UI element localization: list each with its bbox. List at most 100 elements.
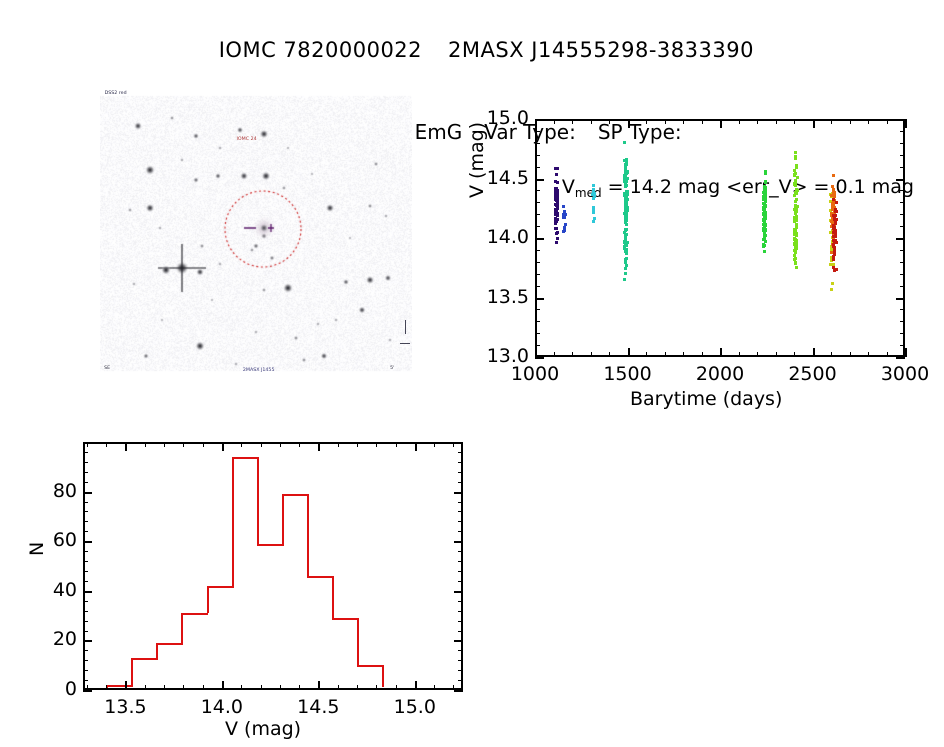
data-point: [792, 168, 796, 172]
y-tick-minor: [83, 531, 88, 533]
y-tick-minor: [83, 551, 88, 553]
y-tick-minor: [83, 620, 88, 622]
data-point: [625, 170, 629, 174]
data-point: [625, 210, 629, 214]
data-point: [794, 238, 798, 242]
data-point: [625, 204, 629, 208]
data-point: [762, 219, 766, 222]
data-point: [625, 189, 629, 193]
data-point: [762, 222, 766, 226]
data-point: [832, 203, 835, 207]
data-point: [793, 254, 796, 258]
data-point: [555, 173, 558, 177]
x-tick-minor: [831, 352, 832, 357]
data-point: [795, 210, 799, 214]
x-tick-minor: [125, 442, 127, 447]
finder-label-scale: 5': [390, 365, 395, 371]
x-tick-minor: [886, 352, 888, 357]
data-point: [763, 239, 767, 243]
sky-image-canvas: [100, 88, 412, 380]
x-tick-minor: [609, 119, 610, 124]
histogram-bar-top: [181, 613, 209, 616]
data-point: [625, 232, 629, 236]
data-point: [623, 207, 627, 210]
data-point: [761, 206, 765, 210]
lightcurve-axes-frame: [535, 119, 905, 357]
x-tick-minor: [299, 442, 300, 447]
y-tick-minor: [900, 345, 905, 347]
y-tick-minor: [900, 130, 905, 132]
data-point: [592, 195, 596, 199]
y-tick-minor: [83, 650, 88, 652]
y-tick-minor: [83, 521, 88, 523]
data-point: [556, 167, 560, 171]
data-point: [592, 220, 595, 223]
x-tick-minor: [318, 442, 320, 447]
x-tick-major: [535, 119, 537, 128]
data-point: [793, 174, 797, 178]
data-point: [623, 177, 627, 181]
data-point: [794, 157, 798, 161]
data-point: [795, 214, 799, 218]
y-tick-minor: [458, 531, 463, 533]
histogram-bar-top: [231, 456, 259, 459]
y-tick-minor: [900, 202, 905, 204]
data-point: [832, 214, 836, 218]
y-tick-minor: [535, 249, 540, 251]
data-point: [556, 206, 560, 210]
y-tick-minor: [83, 442, 88, 443]
data-point: [555, 198, 559, 202]
y-tick-label: 0: [64, 678, 77, 700]
data-point: [761, 196, 765, 200]
histogram-bar-edge: [331, 575, 334, 619]
data-point: [832, 266, 836, 270]
y-tick-minor: [83, 580, 88, 582]
data-point: [623, 179, 627, 183]
data-point: [834, 210, 838, 214]
finder-label-survey: DSS2 red: [104, 90, 127, 96]
data-point: [832, 218, 836, 222]
data-point: [623, 191, 627, 195]
y-tick-major: [454, 690, 463, 692]
data-point: [830, 287, 834, 291]
data-point: [834, 207, 837, 211]
data-point: [624, 241, 628, 245]
data-point: [830, 193, 834, 197]
data-point: [834, 238, 838, 242]
data-point: [553, 220, 557, 223]
finder-label-target: IOMC 24: [236, 136, 257, 142]
data-point: [833, 231, 837, 235]
data-point: [623, 159, 627, 162]
data-point: [623, 214, 627, 218]
y-tick-major: [896, 297, 905, 300]
data-point: [834, 268, 838, 272]
x-tick-minor: [279, 442, 281, 447]
data-point: [554, 222, 558, 226]
histogram-bar-top: [106, 685, 134, 687]
histogram-x-axis-label: V (mag): [225, 718, 302, 740]
data-point: [832, 216, 836, 220]
data-point: [831, 220, 834, 224]
data-point: [795, 165, 799, 169]
x-tick-minor: [738, 352, 740, 357]
x-tick-minor: [683, 352, 684, 357]
data-point: [625, 192, 629, 196]
data-point: [762, 191, 766, 195]
y-tick-major: [83, 491, 92, 494]
x-tick-minor: [125, 685, 127, 690]
x-tick-minor: [849, 352, 851, 357]
x-tick-minor: [590, 119, 592, 124]
y-tick-minor: [535, 285, 540, 287]
x-tick-minor: [664, 352, 666, 357]
data-point: [555, 226, 559, 230]
y-tick-major: [535, 297, 544, 300]
data-point: [761, 243, 765, 247]
y-tick-minor: [83, 451, 88, 453]
x-tick-minor: [757, 352, 758, 357]
data-point: [561, 215, 565, 219]
x-tick-minor: [164, 685, 165, 690]
x-tick-minor: [701, 119, 703, 124]
data-point: [624, 238, 627, 241]
data-point: [623, 278, 627, 282]
y-tick-minor: [900, 154, 905, 156]
